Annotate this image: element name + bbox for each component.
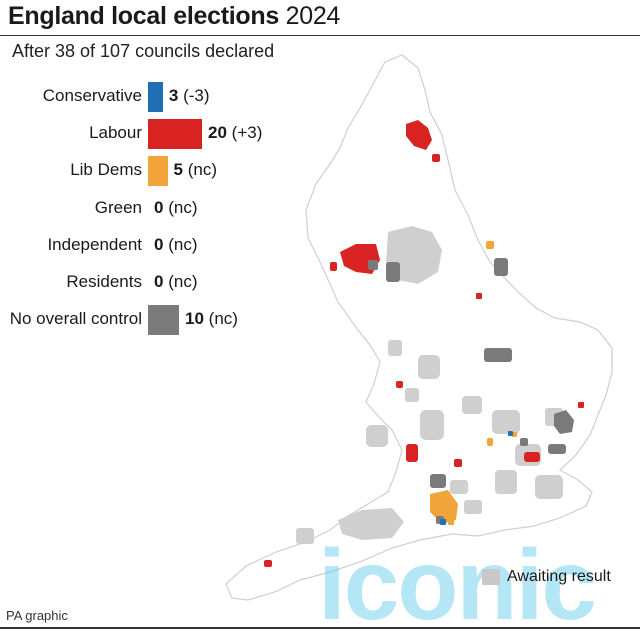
seat-count: 0: [154, 197, 164, 217]
seat-change: (nc): [168, 197, 198, 217]
seat-change: (-3): [183, 86, 210, 105]
party-label: Conservative: [42, 86, 142, 105]
bar-row: No overall control 10 (nc): [0, 305, 640, 336]
seat-count: 0: [154, 234, 164, 254]
seat-value: 0 (nc): [154, 198, 197, 218]
awaiting-label: Awaiting result: [507, 568, 611, 585]
seat-bar: [148, 305, 179, 336]
seat-value: 0 (nc): [154, 235, 197, 255]
seat-bar: [148, 156, 168, 187]
labour-areas: [264, 120, 584, 567]
seat-count: 10: [185, 309, 204, 329]
bar-row: Residents 0 (nc): [0, 268, 640, 298]
bar-row: Lib Dems 5 (nc): [0, 156, 640, 187]
party-label: No overall control: [9, 309, 142, 329]
seat-value: 0 (nc): [154, 272, 197, 292]
party-label: Independent: [47, 234, 142, 254]
seat-value: 5 (nc): [174, 160, 217, 180]
party-label: Labour: [89, 123, 142, 143]
seat-bar: [148, 119, 202, 150]
seat-change: (nc): [168, 272, 198, 291]
seat-count: 0: [154, 272, 164, 291]
seat-count: 5: [173, 160, 183, 180]
seat-change: (nc): [187, 160, 217, 180]
bottom-divider: [0, 627, 640, 629]
party-label: Green: [94, 197, 142, 217]
party-label: Lib Dems: [70, 160, 142, 180]
footer-credit: PA graphic: [6, 608, 68, 623]
party-label: Residents: [66, 272, 142, 291]
seat-change: (nc): [168, 234, 198, 254]
iconic-watermark: iconic: [318, 529, 597, 641]
seat-change: (+3): [231, 123, 263, 143]
seat-count: 3: [168, 86, 179, 105]
con-areas: [440, 431, 513, 525]
bar-row: Green 0 (nc): [0, 194, 640, 224]
title-divider: [0, 35, 640, 36]
awaiting-swatch: [482, 569, 500, 585]
bar-row: Independent 0 (nc): [0, 231, 640, 261]
england-outline: [225, 54, 613, 601]
chart-title: England local elections 2024: [8, 2, 341, 30]
chart-subtitle: After 38 of 107 councils declared: [12, 41, 275, 61]
seat-change: (nc): [208, 309, 238, 329]
libdem-areas: [430, 241, 517, 525]
seat-value: 20 (+3): [208, 123, 262, 143]
seat-bar: [148, 82, 163, 112]
seat-count: 20: [208, 123, 227, 143]
seat-value: 3 (-3): [169, 86, 210, 106]
noc-areas: [368, 258, 574, 524]
bar-row: Labour 20 (+3): [0, 119, 640, 150]
bar-row: Conservative 3 (-3): [0, 82, 640, 112]
seat-value: 10 (nc): [185, 309, 238, 329]
